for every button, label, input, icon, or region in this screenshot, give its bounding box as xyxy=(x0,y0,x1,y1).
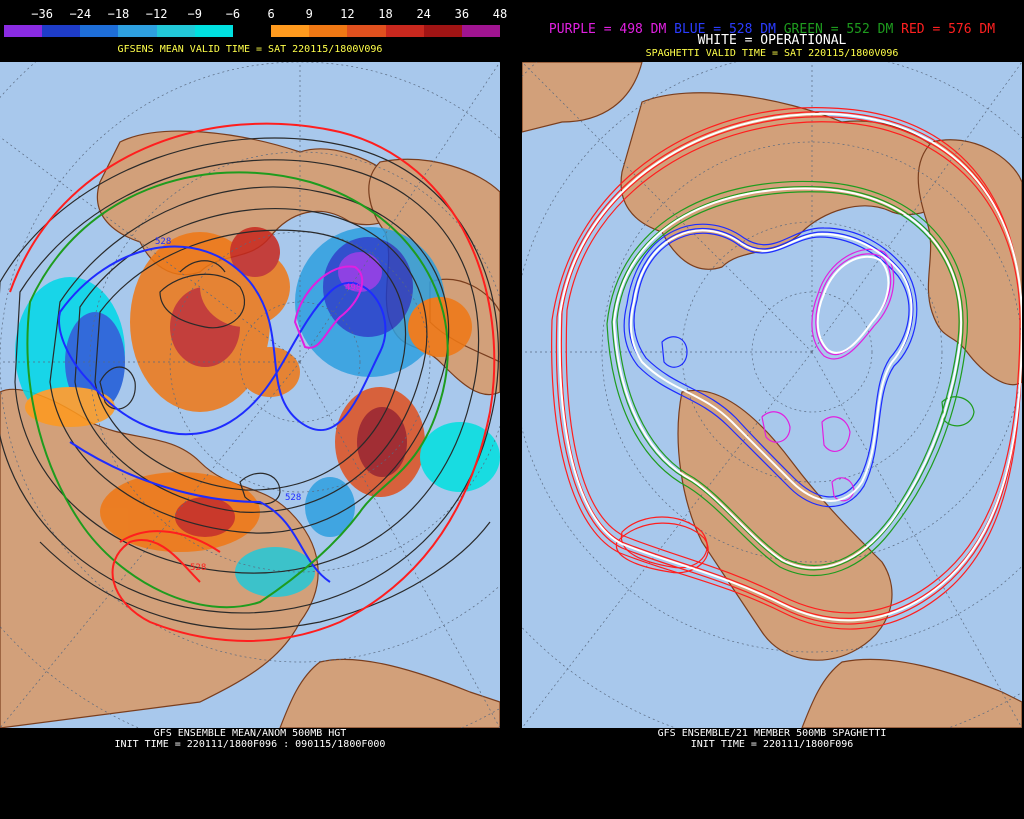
contour-label-528-a: 528 xyxy=(155,237,171,247)
spaghetti-panel: PURPLE = 498 DM BLUE = 528 DM GREEN = 55… xyxy=(522,0,1022,819)
mean-caption-line2: INIT TIME = 220111/1800F096 : 090115/180… xyxy=(114,739,386,750)
legend-swatch xyxy=(42,25,81,37)
legend-label: −6 xyxy=(225,7,241,21)
south-landmass xyxy=(279,658,500,728)
legend-swatch xyxy=(423,25,462,37)
legend-labels: −36 −24 −18 −12 −9 −6 6 9 12 18 24 36 48 xyxy=(4,6,507,22)
anomaly-color-legend: −36 −24 −18 −12 −9 −6 6 9 12 18 24 36 48 xyxy=(4,6,507,37)
key-red: RED = 576 DM xyxy=(901,22,996,37)
legend-swatch xyxy=(309,25,348,37)
spaghetti-caption-line1: GFS ENSEMBLE/21 MEMBER 500MB SPAGHETTI xyxy=(657,728,887,739)
spaghetti-valid-time: SPAGHETTI VALID TIME = SAT 220115/1800V0… xyxy=(645,48,899,59)
legend-swatch xyxy=(347,25,386,37)
contour-label-498: 498 xyxy=(345,283,361,293)
spaghetti-map xyxy=(522,62,1022,728)
mean-valid-time: GFSENS MEAN VALID TIME = SAT 220115/1800… xyxy=(117,44,383,55)
legend-swatch xyxy=(156,25,195,37)
legend-label: 9 xyxy=(305,7,313,21)
legend-label: −12 xyxy=(145,7,168,21)
legend-swatch xyxy=(461,25,501,37)
white-operational-contours xyxy=(558,112,1022,622)
legend-label: 48 xyxy=(492,7,508,21)
mean-anomaly-map: 528 498 528 528 xyxy=(0,62,500,728)
north-america-landmass xyxy=(677,389,893,661)
contour-label-528-b: 528 xyxy=(285,493,301,503)
legend-label: −36 xyxy=(31,7,53,21)
legend-label: −9 xyxy=(187,7,202,21)
blue-528-contour xyxy=(58,245,387,436)
legend-swatch xyxy=(4,25,43,37)
anomaly-shading xyxy=(15,227,500,597)
legend-label: 18 xyxy=(378,7,393,21)
green-552-members xyxy=(606,180,975,576)
mean-caption-line1: GFS ENSEMBLE MEAN/ANOM 500MB HGT xyxy=(153,728,347,739)
contour-label-528-c: 528 xyxy=(190,563,206,573)
legend-swatch xyxy=(232,25,272,37)
legend-swatch xyxy=(271,25,310,37)
legend-label: 12 xyxy=(340,7,355,21)
mean-height-contours xyxy=(0,137,500,630)
reference-contours xyxy=(9,122,496,642)
northwest-landmass xyxy=(522,62,643,133)
key-green: GREEN = 552 DM xyxy=(783,22,894,37)
legend-swatch xyxy=(118,25,157,37)
legend-swatch xyxy=(80,25,119,37)
legend-swatch xyxy=(194,25,233,37)
spaghetti-caption-line2: INIT TIME = 220111/1800F096 xyxy=(690,739,854,750)
legend-color-bar xyxy=(4,25,501,37)
red-576-contour xyxy=(9,122,496,642)
mean-anomaly-panel: −36 −24 −18 −12 −9 −6 6 9 12 18 24 36 48 GFSENS MEAN… xyxy=(0,0,507,819)
key-blue: BLUE = 528 DM xyxy=(674,22,776,37)
key-purple: PURPLE = 498 DM xyxy=(548,22,667,37)
eurasia-east-landmass xyxy=(917,139,1022,386)
legend-label: 24 xyxy=(416,7,431,21)
green-552-contour xyxy=(26,171,449,609)
purple-498-contour xyxy=(293,265,364,349)
legend-label: −18 xyxy=(107,7,130,21)
lat-lon-grid xyxy=(0,62,500,728)
legend-label: −24 xyxy=(69,7,92,21)
south-landmass xyxy=(801,658,1022,728)
lat-lon-grid xyxy=(522,62,1022,728)
legend-swatch xyxy=(385,25,424,37)
key-white-operational: WHITE = OPERATIONAL xyxy=(697,33,847,48)
legend-label: 36 xyxy=(454,7,470,21)
legend-label: 6 xyxy=(267,7,275,21)
contour-color-key: PURPLE = 498 DM BLUE = 528 DM GREEN = 55… xyxy=(522,22,1022,38)
